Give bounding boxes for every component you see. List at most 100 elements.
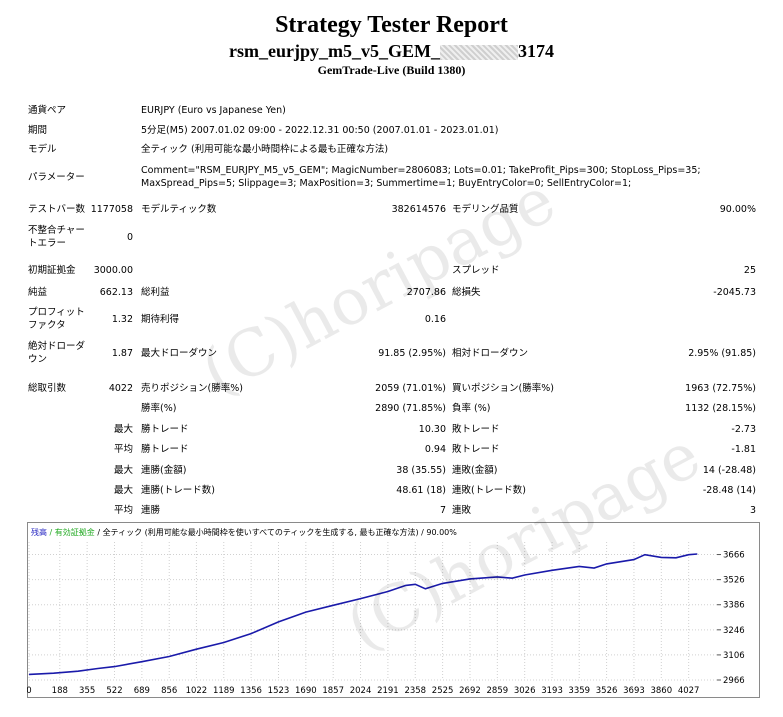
win-pct-value: 2890 (71.85%)	[375, 403, 446, 414]
errors-label-1: 不整合チャー	[28, 225, 85, 236]
net-profit-value: 662.13	[99, 287, 133, 298]
cons-losses-amount-label: 連敗(金額)	[452, 465, 498, 476]
quality-value: 90.00%	[719, 204, 756, 215]
x-tick-label: 1857	[322, 686, 344, 696]
errors-label-2: トエラー	[28, 238, 67, 249]
x-tick-label: 2692	[459, 686, 481, 696]
maximum-label-2: 最大	[113, 485, 133, 496]
x-tick-label: 2024	[350, 686, 372, 696]
long-positions-value: 1963 (72.75%)	[685, 383, 756, 394]
x-tick-label: 2859	[487, 686, 509, 696]
avg-cons-wins-value: 7	[439, 505, 446, 516]
y-tick-label: 2966	[723, 676, 745, 686]
avg-loss-label: 敗トレード	[452, 444, 500, 455]
deposit-value: 3000.00	[93, 265, 133, 276]
cons-losses-count-value: -28.48 (14)	[702, 485, 756, 496]
ea-name: rsm_eurjpy_m5_v5_GEM_ 3174	[0, 41, 783, 62]
x-tick-label: 1690	[295, 686, 317, 696]
x-tick-label: 1022	[186, 686, 208, 696]
abs-dd-value: 1.87	[111, 348, 133, 359]
symbol-label: 通貨ペア	[28, 105, 67, 116]
max-dd-value: 91.85 (2.95%)	[378, 348, 446, 359]
maximum-label-1: 最大	[113, 465, 133, 476]
avg-loss-value: -1.81	[731, 444, 756, 455]
x-tick-label: 2358	[404, 686, 426, 696]
bars-label: テストバー数	[28, 204, 86, 215]
x-tick-label: 3193	[541, 686, 563, 696]
cons-losses-amount-value: 14 (-28.48)	[702, 465, 756, 476]
avg-win-label: 勝トレード	[141, 444, 189, 455]
y-tick-label: 3246	[723, 626, 745, 636]
loss-pct-label: 負率 (%)	[452, 403, 491, 414]
largest-loss-value: -2.73	[731, 424, 756, 435]
x-tick-label: 1189	[213, 686, 235, 696]
deposit-label: 初期証拠金	[28, 265, 76, 276]
x-tick-label: 0	[27, 686, 32, 696]
x-tick-label: 3526	[596, 686, 618, 696]
gross-profit-label: 総利益	[141, 287, 170, 298]
chart-frame	[27, 522, 760, 698]
x-tick-label: 2191	[377, 686, 399, 696]
y-tick-label: 3666	[723, 551, 745, 561]
avg-cons-wins-label: 連勝	[141, 505, 161, 516]
build-info: GemTrade-Live (Build 1380)	[317, 63, 466, 77]
period-label: 期間	[28, 125, 48, 136]
redacted-block	[439, 45, 518, 61]
x-tick-label: 689	[134, 686, 150, 696]
abs-dd-label-1: 絶対ドローダ	[28, 341, 86, 352]
x-tick-label: 4027	[678, 686, 700, 696]
x-tick-label: 3860	[650, 686, 672, 696]
params-line-2: MaxSpread_Pips=5; Slippage=3; MaxPositio…	[141, 178, 632, 189]
y-tick-label: 3106	[723, 651, 745, 661]
legend-equity: / 有効証拠金	[47, 527, 95, 537]
rel-dd-value: 2.95% (91.85)	[688, 348, 756, 359]
total-trades-label: 総取引数	[28, 383, 67, 394]
loss-pct-value: 1132 (28.15%)	[685, 403, 756, 414]
x-tick-label: 1356	[240, 686, 262, 696]
x-tick-label: 1523	[268, 686, 290, 696]
abs-dd-label-2: ウン	[28, 354, 48, 365]
symbol-value: EURJPY (Euro vs Japanese Yen)	[141, 105, 286, 116]
model-label: モデル	[28, 144, 57, 155]
largest-loss-label: 敗トレード	[452, 424, 500, 435]
y-tick-label: 3526	[723, 576, 745, 586]
net-profit-label: 純益	[28, 287, 48, 298]
largest-label: 最大	[113, 424, 133, 435]
short-positions-label: 売りポジション(勝率%)	[141, 383, 243, 394]
gross-profit-value: 2707.86	[406, 287, 446, 298]
y-tick-label: 3386	[723, 601, 745, 611]
chart-svg: 残高 / 有効証拠金 / 全ティック (利用可能な最小時間枠を使いすべてのティッ…	[27, 527, 745, 696]
x-tick-label: 856	[161, 686, 177, 696]
cons-wins-amount-value: 38 (35.55)	[396, 465, 446, 476]
avg-cons-losses-label: 連敗	[452, 505, 472, 516]
ea-name-suffix: 3174	[517, 41, 554, 61]
gross-loss-value: -2045.73	[713, 287, 756, 298]
x-tick-label: 3359	[568, 686, 590, 696]
max-dd-label: 最大ドローダウン	[141, 348, 218, 359]
cons-losses-count-label: 連敗(トレード数)	[452, 485, 526, 496]
bars-value: 1177058	[90, 204, 133, 215]
period-value: 5分足(M5) 2007.01.02 09:00 - 2022.12.31 00…	[141, 125, 499, 136]
model-value: 全ティック (利用可能な最小時間枠による最も正確な方法)	[141, 144, 389, 155]
chart-legend: 残高 / 有効証拠金 / 全ティック (利用可能な最小時間枠を使いすべてのティッ…	[31, 527, 457, 537]
ea-name-prefix: rsm_eurjpy_m5_v5_GEM_	[229, 41, 440, 61]
x-tick-label: 3693	[623, 686, 645, 696]
errors-value: 0	[126, 232, 133, 243]
average-label-2: 平均	[113, 505, 133, 516]
profit-factor-label-1: プロフィット	[28, 307, 85, 318]
quality-label: モデリング品質	[452, 204, 519, 215]
x-tick-label: 188	[52, 686, 68, 696]
report-title: Strategy Tester Report	[275, 12, 508, 38]
largest-win-value: 10.30	[418, 424, 446, 435]
total-trades-value: 4022	[108, 383, 133, 394]
profit-factor-label-2: ファクタ	[28, 320, 66, 331]
cons-wins-count-label: 連勝(トレード数)	[141, 485, 215, 496]
params-line-1: Comment="RSM_EURJPY_M5_v5_GEM"; MagicNum…	[141, 165, 701, 176]
balance-line	[28, 553, 698, 676]
x-tick-label: 2525	[432, 686, 454, 696]
profit-factor-value: 1.32	[111, 314, 133, 325]
gross-loss-label: 総損失	[452, 287, 481, 298]
avg-cons-losses-value: 3	[749, 505, 756, 516]
long-positions-label: 買いポジション(勝率%)	[452, 383, 554, 394]
x-tick-label: 3026	[514, 686, 536, 696]
